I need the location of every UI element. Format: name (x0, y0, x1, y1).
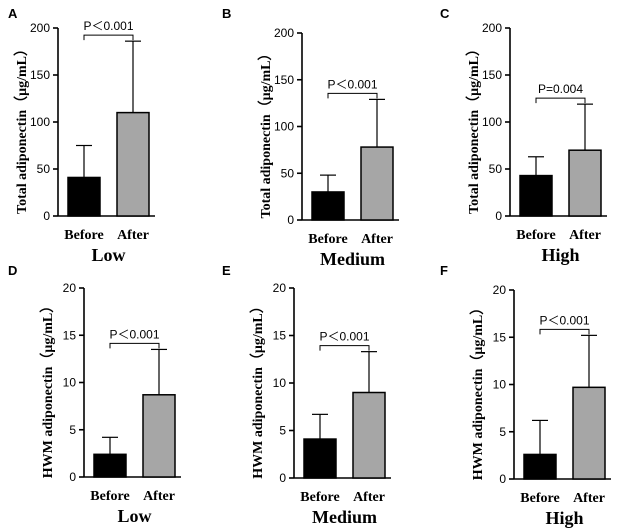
category-label-after: After (573, 491, 605, 506)
y-tick-label: 20 (493, 283, 507, 297)
bar-before (523, 453, 557, 480)
bar-before (519, 174, 553, 217)
significance-label: P＜0.001 (83, 19, 133, 33)
group-title: Low (117, 506, 151, 526)
y-tick-label: 0 (287, 213, 294, 227)
significance-label: P＜0.001 (109, 327, 159, 341)
bar-after (142, 394, 176, 478)
panel-letter: E (222, 263, 231, 278)
category-label-after: After (361, 232, 393, 247)
y-tick-label: 5 (279, 424, 286, 438)
y-tick-label: 150 (482, 68, 502, 82)
y-tick-label: 50 (281, 166, 295, 180)
group-title: Medium (312, 507, 377, 527)
y-tick-label: 100 (274, 120, 294, 134)
panel-letter: F (440, 263, 448, 278)
panel-c: C 0 50 100 150 200 Before After P=0.004 High Total… (440, 6, 607, 265)
category-label-before: Before (64, 228, 103, 243)
y-axis-title: HWM adiponectin（μg/mL） (40, 299, 56, 478)
bar-after (352, 391, 386, 479)
y-tick-label: 200 (274, 26, 294, 40)
category-label-after: After (117, 228, 149, 243)
y-tick-label: 15 (273, 329, 287, 343)
y-tick-label: 10 (63, 376, 77, 390)
y-axis-title: Total adiponectin（μg/mL） (466, 42, 482, 214)
group-title: High (541, 245, 579, 265)
category-label-after: After (143, 489, 175, 504)
bar-before (311, 191, 345, 221)
panel-letter: B (222, 6, 231, 21)
y-tick-label: 200 (30, 21, 50, 35)
panel-f: F 0 5 10 15 20 Before After P＜0.001 High HWM adipo… (440, 263, 611, 528)
y-tick-label: 10 (493, 378, 507, 392)
significance-bracket (535, 97, 586, 104)
y-tick-label: 10 (273, 376, 287, 390)
bar-before (303, 438, 337, 479)
y-tick-label: 100 (30, 115, 50, 129)
bar-after (360, 146, 394, 221)
bar-before (93, 453, 127, 478)
y-tick-label: 20 (63, 281, 77, 295)
bar-after (572, 386, 606, 480)
significance-bracket (319, 345, 370, 351)
significance-bracket (83, 34, 134, 41)
y-tick-label: 15 (493, 330, 507, 344)
y-tick-label: 0 (499, 472, 506, 486)
y-tick-label: 0 (43, 209, 50, 223)
significance-bracket (327, 92, 378, 99)
y-axis-title: HWM adiponectin（μg/mL） (250, 299, 266, 478)
y-tick-label: 20 (273, 281, 287, 295)
group-title: Low (91, 245, 125, 265)
panel-letter: D (8, 263, 17, 278)
y-axis-title: Total adiponectin（μg/mL） (14, 42, 30, 214)
panel-e: E 0 5 10 15 20 Before After P＜0.001 Medium HWM adi… (222, 263, 391, 527)
panel-letter: A (8, 6, 18, 21)
y-tick-label: 0 (495, 209, 502, 223)
panel-d: D 0 5 10 15 20 Before After P＜0.001 Low HWM adipon… (8, 263, 181, 526)
significance-bracket (109, 342, 160, 349)
group-title: Medium (320, 249, 385, 269)
panel-letter: C (440, 6, 450, 21)
bar-after (116, 111, 150, 217)
bar-before (67, 176, 101, 217)
category-label-after: After (569, 228, 601, 243)
category-label-before: Before (520, 491, 559, 506)
y-tick-label: 200 (482, 21, 502, 35)
y-tick-label: 15 (63, 328, 77, 342)
significance-label: P＜0.001 (319, 330, 369, 344)
y-tick-label: 50 (489, 162, 503, 176)
y-tick-label: 0 (279, 471, 286, 485)
y-tick-label: 50 (37, 162, 51, 176)
y-tick-label: 150 (30, 68, 50, 82)
y-tick-label: 150 (274, 73, 294, 87)
bar-after (568, 149, 602, 217)
category-label-before: Before (300, 490, 339, 505)
category-label-before: Before (516, 228, 555, 243)
y-tick-label: 5 (499, 425, 506, 439)
category-label-before: Before (90, 489, 129, 504)
significance-label: P=0.004 (538, 82, 583, 96)
y-tick-label: 0 (69, 470, 76, 484)
panel-a: A 0 50 100 150 200 Before After P＜0.001 Low Total … (8, 6, 155, 265)
y-axis-title: HWM adiponectin（μg/mL） (470, 301, 486, 480)
significance-label: P＜0.001 (327, 77, 377, 91)
significance-bracket (539, 328, 590, 335)
y-axis-title: Total adiponectin（μg/mL） (258, 47, 274, 219)
category-label-after: After (353, 490, 385, 505)
category-label-before: Before (308, 232, 347, 247)
group-title: High (545, 508, 583, 528)
significance-label: P＜0.001 (539, 313, 589, 327)
y-tick-label: 5 (69, 423, 76, 437)
panel-b: B 0 50 100 150 200 Before After P＜0.001 Medium Tot… (222, 6, 399, 269)
y-tick-label: 100 (482, 115, 502, 129)
